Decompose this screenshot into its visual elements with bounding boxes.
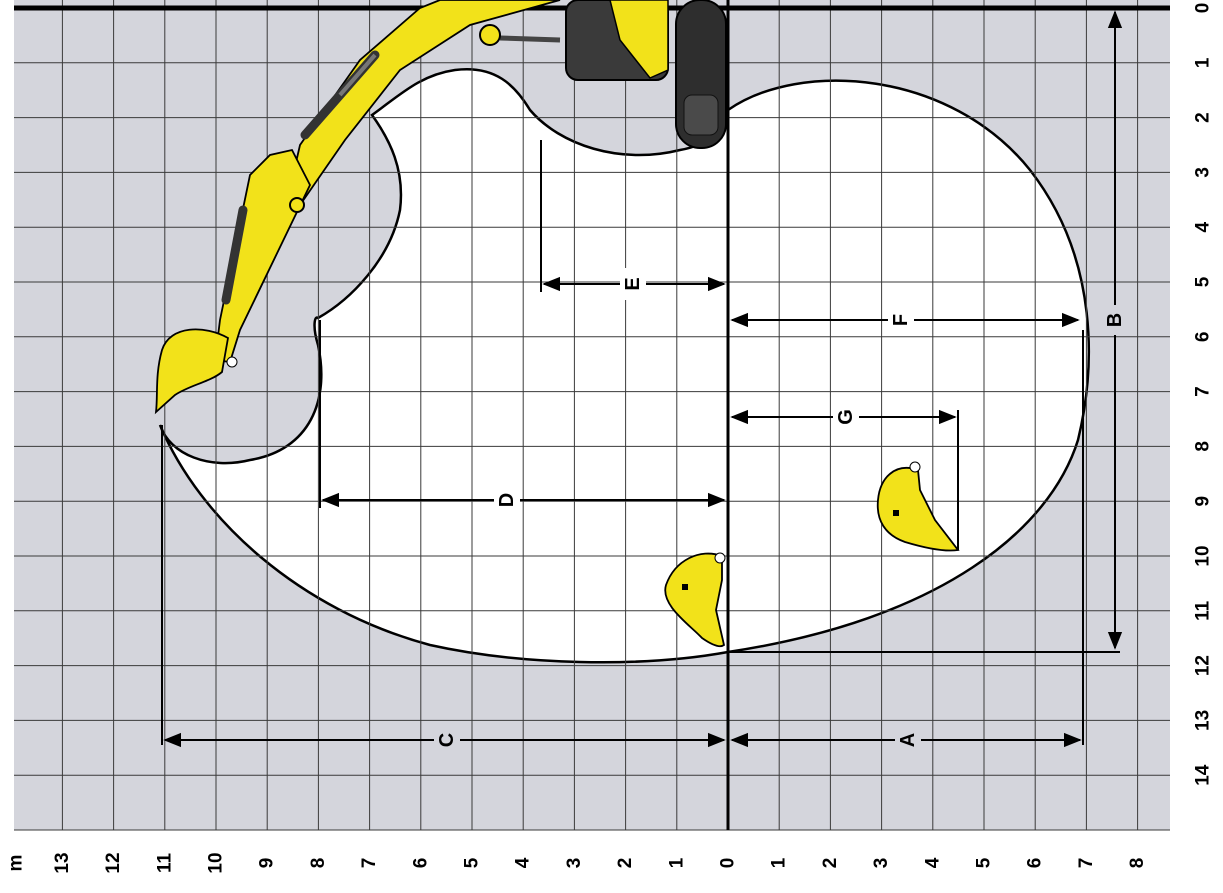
horizontal-tick-label: 0 <box>718 858 739 869</box>
vertical-tick-label: 11 <box>1193 600 1214 621</box>
vertical-tick-label: 8 <box>1193 441 1214 452</box>
bucket-raised <box>154 328 229 415</box>
vertical-tick-label: 3 <box>1193 167 1214 178</box>
horizontal-tick-label: 11 <box>154 853 175 874</box>
dimension-c-label: C <box>436 733 458 747</box>
bucket-center <box>664 552 726 648</box>
vertical-tick-label: 12 <box>1193 655 1214 676</box>
vertical-tick-label: 13 <box>1193 710 1214 731</box>
horizontal-tick-label: 4 <box>513 857 534 868</box>
horizontal-tick-label: 2 <box>820 858 841 869</box>
horizontal-tick-label: 6 <box>1025 858 1046 869</box>
horizontal-tick-label: 12 <box>103 852 124 873</box>
vertical-tick-label: 1 <box>1193 57 1214 68</box>
horizontal-axis-ticks: 13 12 11 10 9 8 7 6 5 4 3 2 1 0 1 2 3 4 5 6 7 8 <box>52 852 1148 873</box>
horizontal-tick-label: 1 <box>769 857 790 868</box>
horizontal-tick-label: 10 <box>206 852 227 873</box>
horizontal-tick-label: 6 <box>410 858 431 869</box>
vertical-tick-label: 7 <box>1193 386 1214 397</box>
vertical-tick-label: 2 <box>1193 112 1214 123</box>
horizontal-tick-label: 5 <box>974 857 995 868</box>
vertical-tick-label: 0 <box>1193 3 1214 14</box>
dimension-a-label: A <box>897 733 919 747</box>
horizontal-tick-label: 3 <box>564 858 585 869</box>
horizontal-tick-label: 7 <box>359 858 380 869</box>
dimension-b-label: B <box>1104 313 1126 327</box>
horizontal-tick-label: 9 <box>257 858 278 869</box>
vertical-tick-label: 6 <box>1193 332 1214 343</box>
horizontal-tick-label: 8 <box>308 858 329 869</box>
working-area-envelope <box>158 67 1090 664</box>
horizontal-tick-label: 5 <box>462 857 483 868</box>
excavator-machine <box>154 0 727 415</box>
vertical-tick-label: 10 <box>1193 545 1214 566</box>
horizontal-tick-label: 1 <box>666 857 687 868</box>
bucket-right <box>876 461 960 552</box>
horizontal-tick-label: 4 <box>922 857 943 868</box>
horizontal-tick-label: 3 <box>871 858 892 869</box>
dimension-d-label: D <box>496 493 518 507</box>
unit-label: m <box>6 855 27 872</box>
vertical-tick-label: 14 <box>1193 764 1214 786</box>
horizontal-tick-label: 8 <box>1127 858 1148 869</box>
horizontal-tick-label: 13 <box>52 852 73 873</box>
horizontal-tick-label: 7 <box>1076 858 1097 869</box>
horizontal-tick-label: 2 <box>615 858 636 869</box>
dimension-e-label: E <box>622 277 644 290</box>
dimension-g-label: G <box>835 409 857 425</box>
vertical-tick-label: 4 <box>1193 221 1214 232</box>
dimension-labels: A C D E F G B <box>434 268 1131 756</box>
vertical-tick-label: 9 <box>1193 496 1214 507</box>
vertical-tick-label: 5 <box>1193 276 1214 287</box>
dimension-f-label: F <box>890 314 912 326</box>
